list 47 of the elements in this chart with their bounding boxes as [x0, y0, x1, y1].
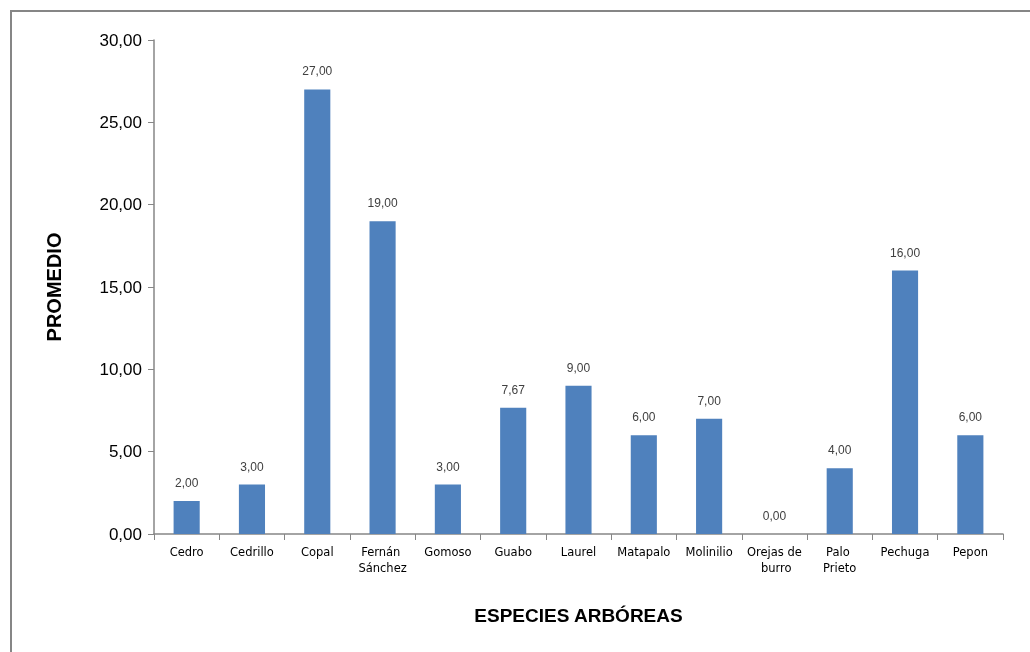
x-tick-label: Laurel	[560, 545, 597, 559]
bar	[826, 468, 853, 534]
data-label: 7,67	[501, 382, 526, 397]
bar	[630, 435, 657, 534]
y-tick-label: 15,00	[99, 277, 142, 297]
bar	[565, 385, 592, 534]
x-tick-label: Matapalo	[617, 545, 671, 559]
data-label: 16,00	[890, 245, 921, 260]
data-label: 3,00	[240, 459, 264, 474]
y-axis-title: PROMEDIO	[43, 232, 65, 342]
x-tick-label: Guabo	[494, 545, 532, 559]
x-tick-label: Cedro	[169, 545, 204, 559]
data-label: 9,00	[566, 360, 591, 375]
data-label: 6,00	[958, 410, 983, 425]
x-tick-label: Palo Prieto	[823, 545, 857, 575]
y-tick-label: 30,00	[99, 30, 142, 50]
data-label: 7,00	[697, 393, 722, 408]
x-tick-label: Copal	[300, 545, 334, 559]
bar	[891, 270, 919, 534]
bar	[369, 221, 396, 534]
y-tick-label: 10,00	[99, 359, 142, 379]
x-tick-label: Cedrillo	[230, 545, 274, 559]
bar	[238, 484, 266, 534]
data-label: 3,00	[436, 459, 460, 474]
x-tick-label: Pechuga	[880, 545, 930, 559]
bar	[434, 484, 461, 534]
x-tick-label: Orejas de burro	[746, 545, 802, 575]
data-label: 6,00	[632, 410, 656, 425]
y-tick-label: 20,00	[99, 195, 142, 215]
x-axis-title: ESPECIES ARBÓREAS	[474, 605, 683, 626]
bar	[696, 418, 723, 534]
x-tick-label: Pepon	[952, 545, 988, 559]
data-label: 27,00	[302, 64, 333, 79]
y-tick-label: 25,00	[99, 112, 142, 132]
x-tick-label: Gomoso	[424, 545, 472, 559]
data-label: 4,00	[828, 443, 852, 458]
y-tick-label: 5,00	[108, 442, 142, 462]
bar	[173, 501, 200, 534]
bar	[304, 89, 331, 534]
bar	[500, 407, 527, 534]
data-label: 0,00	[762, 509, 787, 523]
data-label: 2,00	[174, 476, 199, 491]
x-tick-label: Molinilio	[685, 545, 733, 559]
x-tick-label: Fernán Sánchez	[358, 545, 407, 575]
bar	[957, 435, 984, 534]
data-label: 19,00	[367, 196, 398, 211]
y-tick-label: 0,00	[108, 524, 142, 544]
